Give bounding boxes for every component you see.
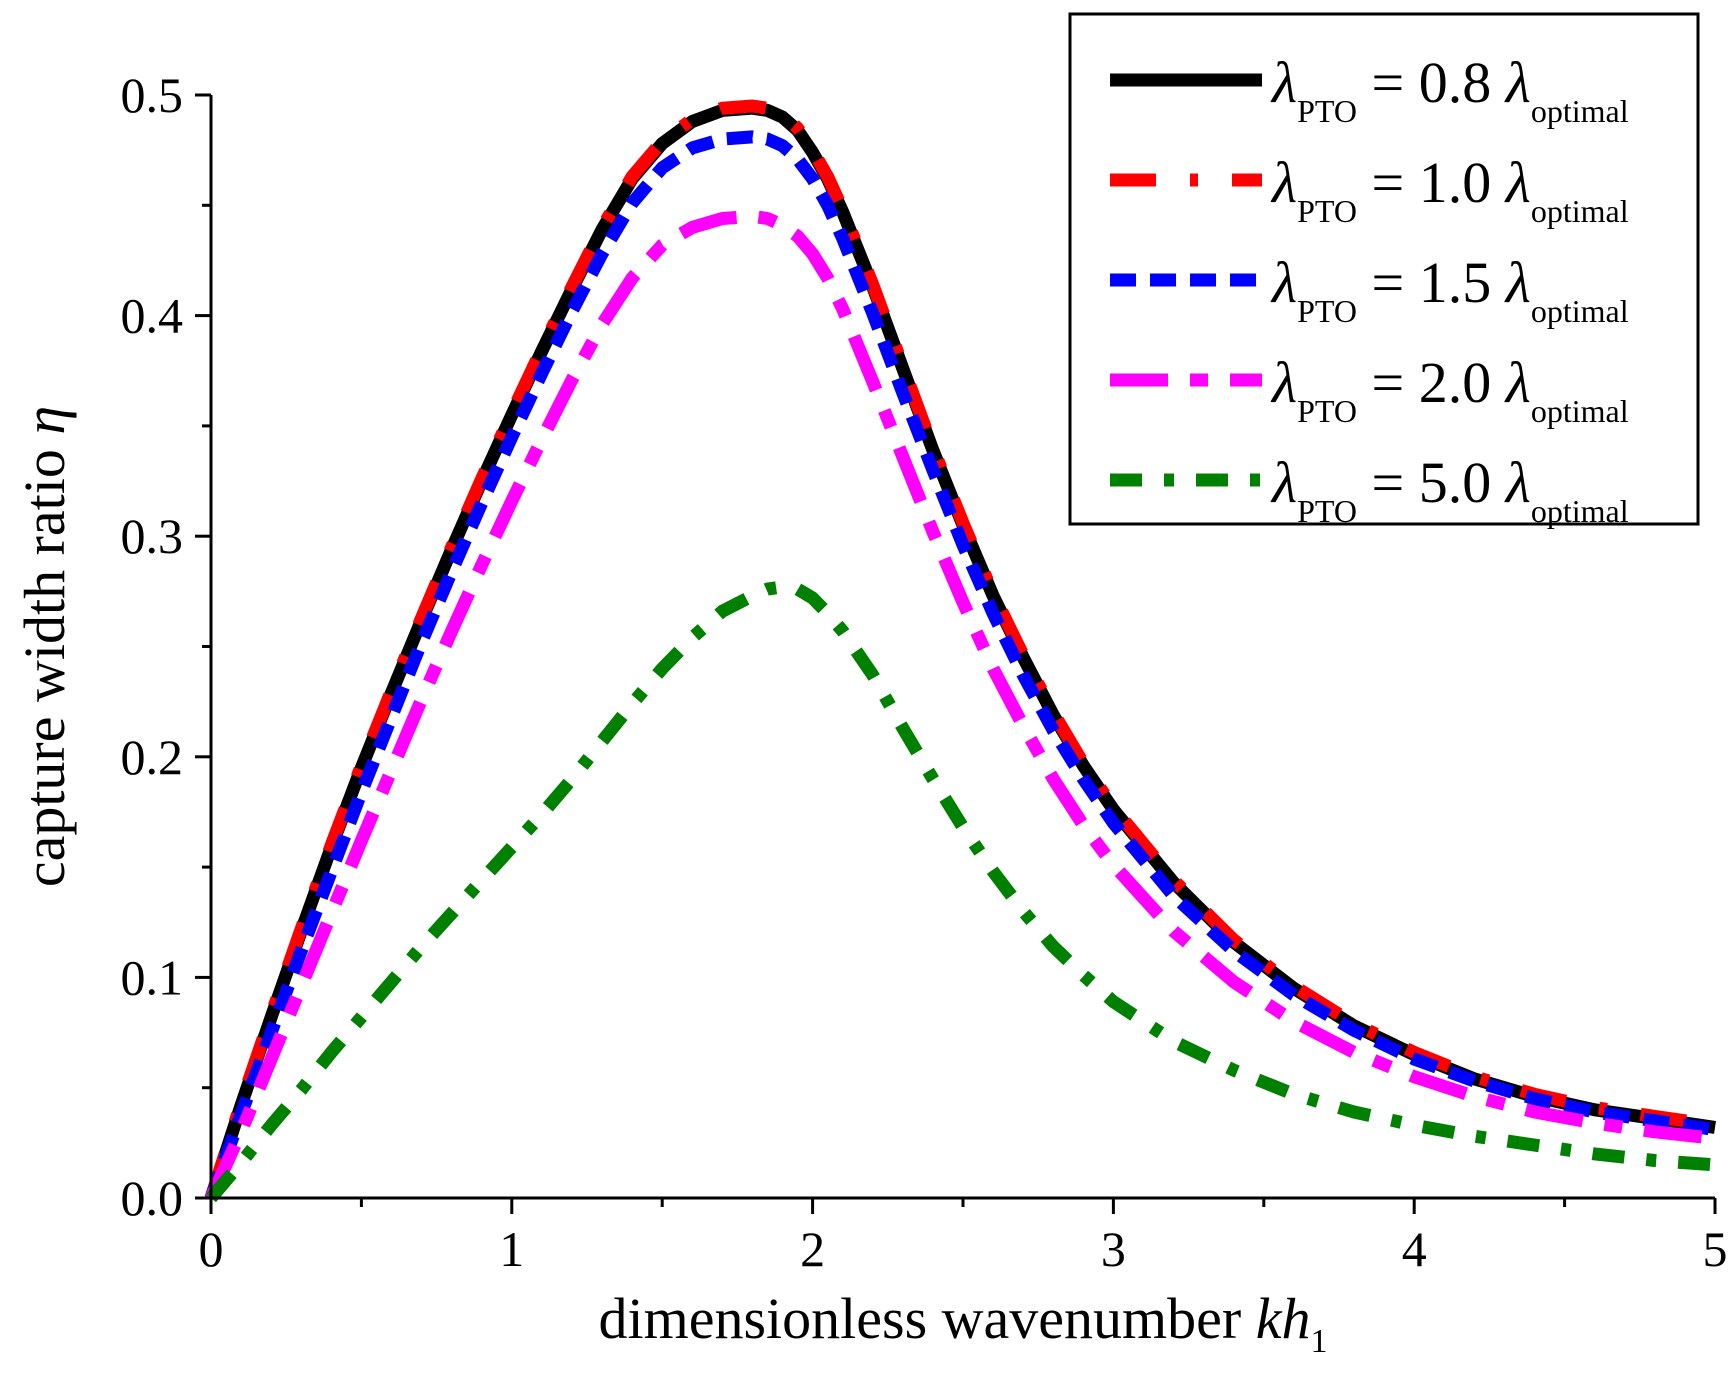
y-tick-label: 0.5 bbox=[121, 67, 184, 123]
x-tick-label: 5 bbox=[1703, 1221, 1728, 1277]
legend-label-2: λPTO = 1.0 λoptimal bbox=[1270, 150, 1629, 229]
legend: λPTO = 0.8 λoptimal λPTO = 1.0 λoptimal λP… bbox=[1068, 12, 1700, 529]
axis-labels: dimensionless wavenumber kh1 capture widt… bbox=[12, 406, 1327, 1360]
y-tick-label: 0.2 bbox=[121, 729, 184, 785]
series-line-4 bbox=[205, 209, 1716, 1201]
axes: 0 1 2 3 4 5 0.0 0.1 0.2 0.3 0.4 0.5 bbox=[121, 67, 1728, 1277]
y-axis-label: capture width ratio η bbox=[12, 406, 77, 887]
x-tick-label: 0 bbox=[199, 1221, 224, 1277]
legend-label-4: λPTO = 2.0 λoptimal bbox=[1270, 350, 1629, 429]
y-tick-label: 0.0 bbox=[121, 1170, 184, 1226]
x-tick-label: 4 bbox=[1402, 1221, 1427, 1277]
x-tick-label: 3 bbox=[1101, 1221, 1126, 1277]
series-line-2 bbox=[204, 99, 1716, 1200]
legend-label-1: λPTO = 0.8 λoptimal bbox=[1270, 50, 1629, 129]
y-tick-label: 0.3 bbox=[121, 508, 184, 564]
y-tick-label: 0.4 bbox=[121, 288, 184, 344]
x-tick-label: 2 bbox=[800, 1221, 825, 1277]
series-lines bbox=[204, 99, 1716, 1203]
legend-label-5: λPTO = 5.0 λoptimal bbox=[1270, 450, 1629, 529]
series-line-3 bbox=[204, 130, 1716, 1201]
x-tick-label: 1 bbox=[499, 1221, 524, 1277]
x-axis-label: dimensionless wavenumber kh1 bbox=[599, 1286, 1328, 1360]
y-tick-label: 0.1 bbox=[121, 949, 184, 1005]
legend-label-3: λPTO = 1.5 λoptimal bbox=[1270, 250, 1629, 329]
legend-box bbox=[1068, 12, 1700, 526]
series-line-5 bbox=[206, 580, 1716, 1203]
